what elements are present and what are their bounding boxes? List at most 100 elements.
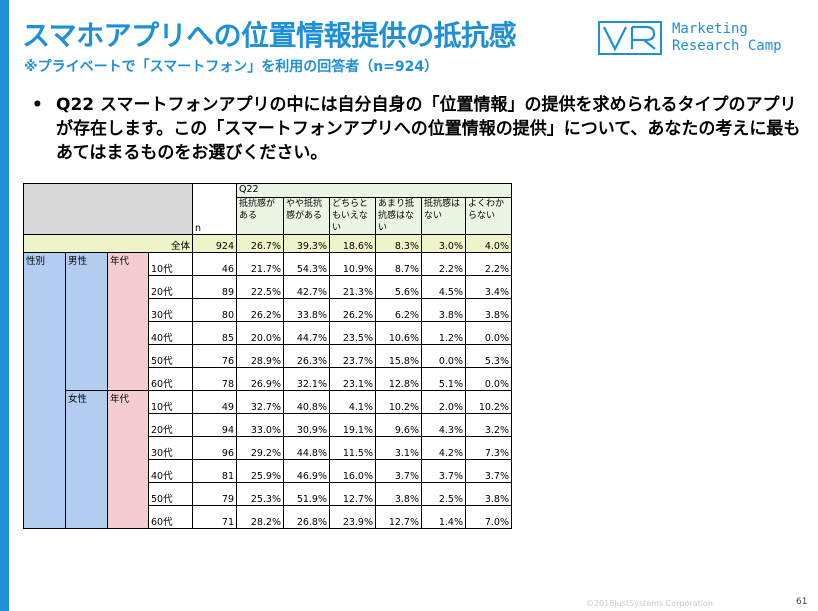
row-value: 7.0% [465, 505, 512, 529]
row-value: 3.7% [421, 459, 466, 483]
option-header: 抵抗感がある [236, 197, 284, 235]
row-value: 11.5% [329, 436, 376, 460]
sex-label: 男性 [65, 252, 108, 391]
row-value: 30.9% [283, 413, 330, 437]
mr-logo-icon [598, 21, 662, 55]
row-value: 15.8% [375, 344, 422, 368]
option-header: 抵抗感はない [421, 197, 466, 235]
row-value: 21.7% [236, 252, 284, 276]
table-row: 50代 79 25.3% 51.9% 12.7% 3.8% 2.5% 3.8% [24, 482, 512, 506]
row-value: 3.7% [465, 459, 512, 483]
row-n: 46 [192, 252, 237, 276]
row-n: 49 [192, 390, 237, 414]
row-value: 3.8% [421, 298, 466, 322]
table-row: 60代 78 26.9% 32.1% 23.1% 12.8% 5.1% 0.0% [24, 367, 512, 391]
row-value: 23.5% [329, 321, 376, 345]
row-value: 0.0% [465, 367, 512, 391]
age-label: 50代 [148, 482, 193, 506]
age-label: 30代 [148, 436, 193, 460]
option-header: よくわからない [465, 197, 512, 235]
total-value: 3.0% [421, 234, 466, 253]
row-value: 3.1% [375, 436, 422, 460]
row-value: 3.8% [465, 482, 512, 506]
row-value: 33.0% [236, 413, 284, 437]
row-value: 1.2% [421, 321, 466, 345]
row-value: 4.2% [421, 436, 466, 460]
row-value: 28.2% [236, 505, 284, 529]
row-n: 81 [192, 459, 237, 483]
row-value: 25.9% [236, 459, 284, 483]
copyright: ©2018JustSystems Corporation [586, 599, 713, 608]
question-text: Q22 スマートフォンアプリの中には自分自身の「位置情報」の提供を求められるタイ… [56, 95, 801, 163]
row-value: 2.2% [465, 252, 512, 276]
row-n: 85 [192, 321, 237, 345]
row-value: 51.9% [283, 482, 330, 506]
row-value: 5.1% [421, 367, 466, 391]
row-value: 44.8% [283, 436, 330, 460]
table-row: 40代 81 25.9% 46.9% 16.0% 3.7% 3.7% 3.7% [24, 459, 512, 483]
row-value: 3.4% [465, 275, 512, 299]
row-value: 40.8% [283, 390, 330, 414]
row-value: 12.8% [375, 367, 422, 391]
table-row: 20代 94 33.0% 30.9% 19.1% 9.6% 4.3% 3.2% [24, 413, 512, 437]
total-label: 全体 [23, 234, 193, 253]
row-value: 4.5% [421, 275, 466, 299]
age-label: 20代 [148, 275, 193, 299]
total-value: 4.0% [465, 234, 512, 253]
row-n: 80 [192, 298, 237, 322]
row-value: 23.9% [329, 505, 376, 529]
row-value: 26.3% [283, 344, 330, 368]
left-accent-bar [0, 0, 9, 611]
row-n: 79 [192, 482, 237, 506]
row-value: 0.0% [465, 321, 512, 345]
logo-line2: Research Camp [672, 38, 782, 54]
row-n: 89 [192, 275, 237, 299]
table-corner [23, 183, 193, 235]
table-row: 30代 80 26.2% 33.8% 26.2% 6.2% 3.8% 3.8% [24, 298, 512, 322]
question-header: Q22 [236, 183, 512, 198]
total-value: 26.7% [236, 234, 284, 253]
age-label: 40代 [148, 459, 193, 483]
row-value: 26.2% [329, 298, 376, 322]
table-row: 30代 96 29.2% 44.8% 11.5% 3.1% 4.2% 7.3% [24, 436, 512, 460]
row-value: 23.7% [329, 344, 376, 368]
row-value: 26.9% [236, 367, 284, 391]
header-row-1: n Q22 [23, 183, 512, 235]
age-label: 10代 [148, 252, 193, 276]
row-value: 4.3% [421, 413, 466, 437]
age-category-label: 年代 [107, 390, 149, 529]
row-n: 96 [192, 436, 237, 460]
row-value: 32.1% [283, 367, 330, 391]
page-subtitle: ※プライベートで「スマートフォン」を利用の回答者（n=924） [24, 59, 439, 75]
row-value: 10.2% [375, 390, 422, 414]
header-row-2: 抵抗感がある やや抵抗感がある どちらともいえない あまり抵抗感はない 抵抗感は… [24, 197, 512, 235]
age-label: 20代 [148, 413, 193, 437]
row-value: 42.7% [283, 275, 330, 299]
row-value: 5.6% [375, 275, 422, 299]
row-value: 1.4% [421, 505, 466, 529]
total-value: 8.3% [375, 234, 422, 253]
table-row: 60代 71 28.2% 26.8% 23.9% 12.7% 1.4% 7.0% [24, 505, 512, 529]
total-n: 924 [192, 234, 237, 253]
row-value: 3.7% [375, 459, 422, 483]
row-value: 10.6% [375, 321, 422, 345]
bullet: • [32, 95, 43, 115]
row-value: 2.5% [421, 482, 466, 506]
row-n: 71 [192, 505, 237, 529]
row-value: 33.8% [283, 298, 330, 322]
row-n: 76 [192, 344, 237, 368]
total-row: 全体 924 26.7% 39.3% 18.6% 8.3% 3.0% 4.0% [23, 234, 512, 253]
age-label: 10代 [148, 390, 193, 414]
row-value: 12.7% [375, 505, 422, 529]
row-value: 26.8% [283, 505, 330, 529]
row-value: 46.9% [283, 459, 330, 483]
row-value: 23.1% [329, 367, 376, 391]
option-header: どちらともいえない [329, 197, 376, 235]
row-value: 3.8% [375, 482, 422, 506]
option-header: やや抵抗感がある [283, 197, 330, 235]
row-value: 22.5% [236, 275, 284, 299]
row-n: 78 [192, 367, 237, 391]
row-value: 10.9% [329, 252, 376, 276]
row-value: 0.0% [421, 344, 466, 368]
row-value: 4.1% [329, 390, 376, 414]
